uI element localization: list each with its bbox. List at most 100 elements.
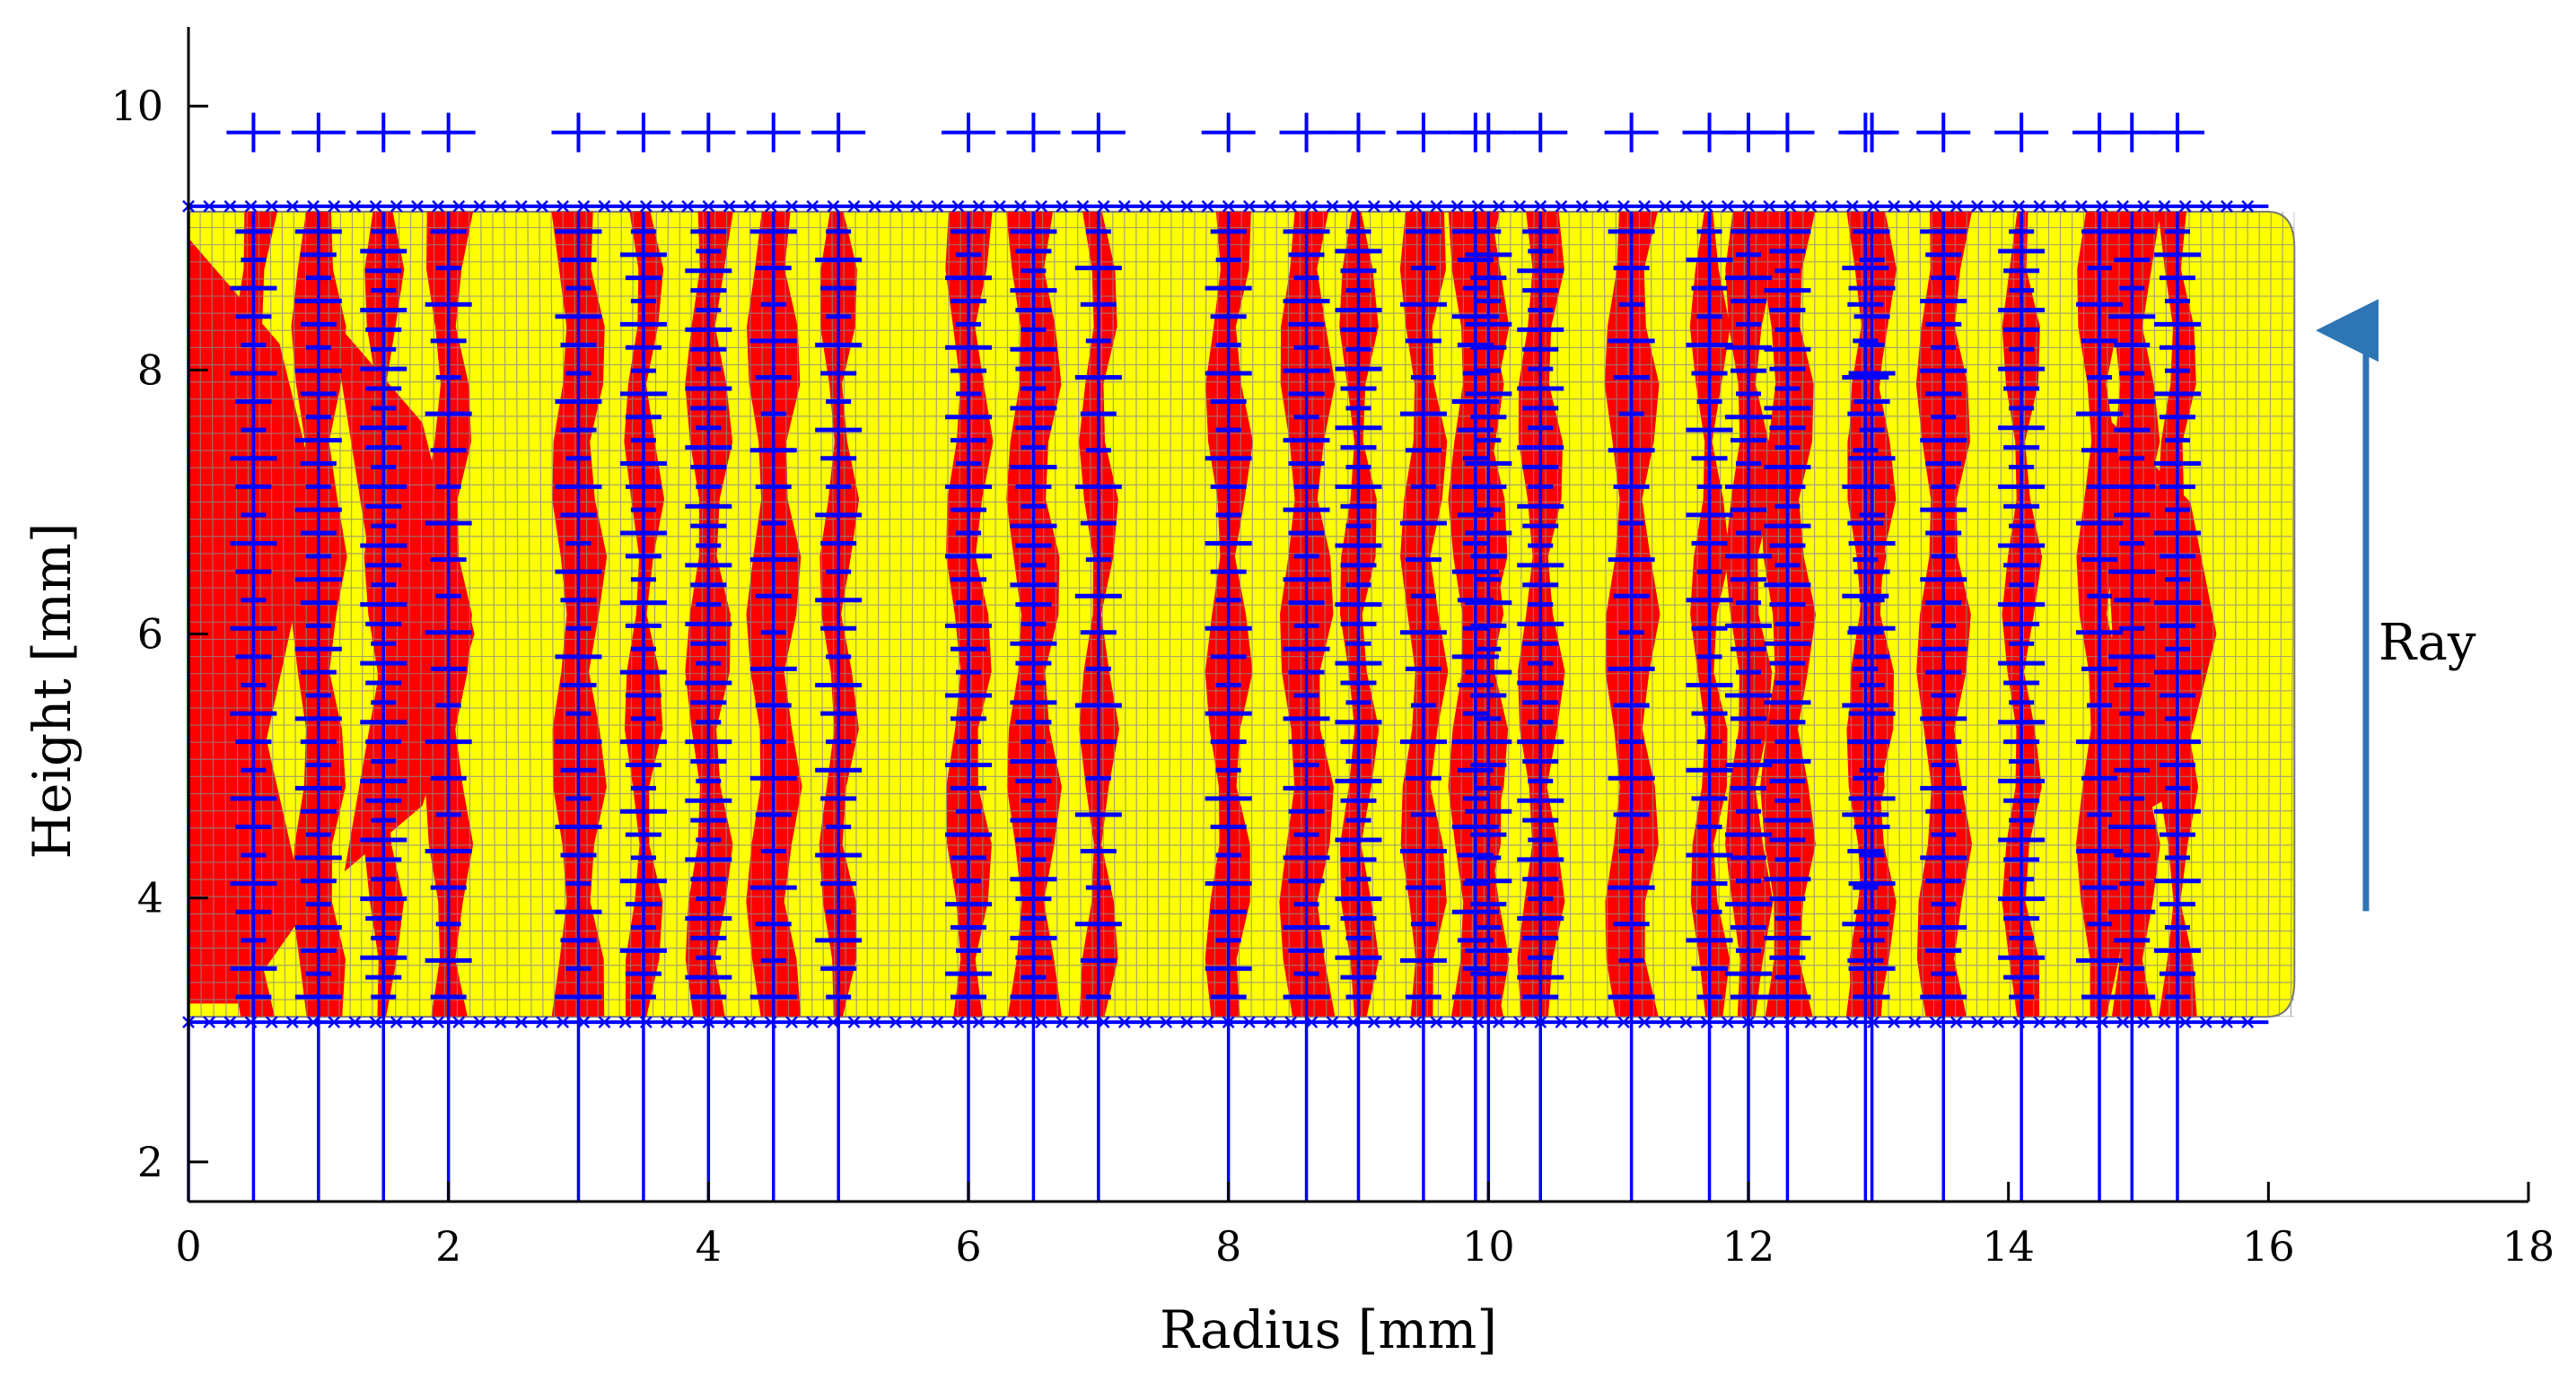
edge-marker: [1242, 1016, 1256, 1028]
receiver-marker: [551, 112, 606, 153]
edge-marker: [494, 200, 507, 213]
edge-marker: [972, 200, 986, 213]
edge-marker: [1450, 200, 1464, 213]
edge-marker: [1056, 1016, 1069, 1028]
edge-marker: [1596, 200, 1609, 213]
edge-marker: [1971, 1016, 1984, 1028]
edge-marker: [723, 200, 736, 213]
edge-marker: [348, 1016, 362, 1028]
receiver-marker: [746, 112, 801, 153]
edge-marker: [1804, 200, 1818, 213]
edge-marker: [1305, 1016, 1319, 1028]
edge-marker: [1783, 200, 1797, 213]
edge-marker: [2054, 1016, 2067, 1028]
receiver-marker: [942, 112, 995, 153]
edge-marker: [1638, 1016, 1652, 1028]
receiver-marker: [1844, 112, 1899, 153]
edge-marker: [348, 200, 362, 213]
edge-marker: [2241, 200, 2255, 213]
edge-marker: [328, 200, 341, 213]
x-tick-label: 18: [2502, 1222, 2555, 1271]
edge-marker: [1679, 200, 1693, 213]
edge-marker: [1097, 200, 1110, 213]
edge-marker: [2137, 1016, 2151, 1028]
edge-marker: [1700, 200, 1713, 213]
edge-marker: [1284, 1016, 1298, 1028]
edge-marker: [1409, 200, 1423, 213]
edge-marker: [1305, 200, 1319, 213]
edge-marker: [556, 1016, 570, 1028]
edge-marker: [1450, 1016, 1464, 1028]
edge-marker: [1888, 200, 1901, 213]
edge-marker: [514, 1016, 528, 1028]
receiver-marker: [421, 112, 476, 153]
edge-marker: [514, 200, 528, 213]
ray-markers: [685, 229, 732, 1000]
edge-marker: [1284, 200, 1298, 213]
edge-marker: [847, 200, 861, 213]
edge-marker: [1389, 1016, 1401, 1028]
edge-marker: [2012, 200, 2026, 213]
edge-marker: [1659, 200, 1672, 213]
edge-marker: [785, 1016, 798, 1028]
ray-markers: [945, 229, 992, 1000]
x-tick-label: 4: [696, 1222, 722, 1271]
y-axis-label: Height [mm]: [22, 523, 83, 860]
edge-marker: [1430, 200, 1443, 213]
edge-marker: [993, 200, 1006, 213]
edge-marker: [1534, 200, 1547, 213]
edge-marker: [223, 200, 237, 213]
edge-marker: [723, 1016, 736, 1028]
ray-markers: [749, 229, 797, 1000]
edge-marker: [951, 1016, 965, 1028]
edge-marker: [1617, 200, 1630, 213]
edge-marker: [1076, 200, 1090, 213]
ray-markers: [1517, 229, 1564, 1000]
edge-marker: [993, 1016, 1006, 1028]
x-tick-label: 10: [1462, 1222, 1515, 1271]
edge-marker: [1992, 1016, 2004, 1028]
edge-marker: [411, 1016, 424, 1028]
x-tick-label: 16: [2242, 1222, 2295, 1271]
ray-markers: [1335, 229, 1382, 1000]
edge-marker: [827, 200, 840, 213]
edge-marker: [285, 200, 299, 213]
receiver-marker: [1331, 112, 1386, 153]
edge-marker: [494, 1016, 507, 1028]
edge-marker: [203, 1016, 216, 1028]
edge-marker: [1555, 1016, 1568, 1028]
edge-marker: [1950, 200, 1963, 213]
edge-marker: [265, 1016, 278, 1028]
ray-markers: [1465, 229, 1512, 1000]
edge-marker: [1346, 200, 1360, 213]
ray-markers: [360, 229, 407, 1000]
edge-marker: [1035, 200, 1047, 213]
edge-marker: [2178, 1016, 2192, 1028]
edge-marker: [1201, 1016, 1214, 1028]
edge-marker: [536, 1016, 548, 1028]
edge-marker: [1242, 200, 1256, 213]
edge-marker: [661, 1016, 673, 1028]
edge-marker: [1888, 1016, 1901, 1028]
x-axis-label: Radius [mm]: [1160, 1299, 1497, 1360]
ray-markers: [230, 229, 277, 1000]
edge-marker: [1160, 1016, 1173, 1028]
receiver-marker: [1396, 112, 1450, 153]
edge-marker: [743, 1016, 757, 1028]
receiver-marker: [226, 112, 281, 153]
edge-marker: [598, 1016, 611, 1028]
edge-marker: [1555, 200, 1568, 213]
edge-marker: [1721, 200, 1734, 213]
edge-marker: [1264, 1016, 1276, 1028]
receiver-marker: [291, 112, 346, 153]
x-tick-label: 0: [175, 1222, 201, 1271]
ray-markers: [2076, 229, 2124, 1000]
edge-marker: [2096, 200, 2108, 213]
edge-marker: [1679, 1016, 1693, 1028]
edge-marker: [2221, 1016, 2233, 1028]
edge-marker: [1596, 1016, 1609, 1028]
edge-marker: [1638, 200, 1652, 213]
receiver-marker: [616, 112, 670, 153]
edge-marker: [847, 1016, 861, 1028]
x-tick-label: 8: [1215, 1222, 1241, 1271]
